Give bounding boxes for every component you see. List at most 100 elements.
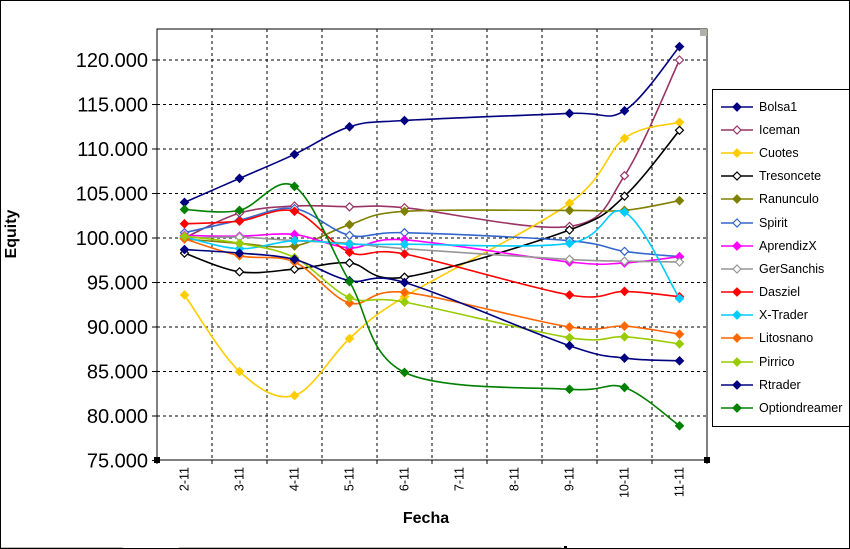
data-point-marker: [234, 366, 245, 377]
data-point-marker: [179, 290, 190, 300]
data-point-marker: [619, 246, 630, 257]
data-point-marker: [619, 353, 630, 363]
series-line-Optiondreamer[interactable]: [184, 183, 680, 427]
legend-label: Cuotes: [759, 145, 799, 160]
data-point-marker: [344, 219, 355, 230]
legend-item-Dasziel[interactable]: Dasziel: [720, 281, 849, 304]
series-line-GerSanchis[interactable]: [184, 236, 680, 263]
data-point-marker: [674, 257, 685, 267]
data-point-marker: [344, 298, 355, 308]
legend-label: Dasziel: [759, 285, 800, 300]
worksheet-cell-edge: [1, 547, 123, 548]
data-point-marker: [564, 225, 575, 235]
data-point-marker: [564, 205, 575, 216]
x-tick-label: 5-11: [343, 467, 357, 491]
y-tick-label: 100.000: [76, 228, 148, 250]
legend-item-Iceman[interactable]: Iceman: [720, 118, 849, 141]
data-point-marker: [619, 191, 630, 202]
legend-label: Bolsa1: [759, 99, 798, 114]
data-point-marker: [564, 238, 575, 249]
legend-item-Bolsa1[interactable]: Bolsa1: [720, 95, 849, 118]
x-tick-label: 7-11: [453, 467, 467, 491]
legend-item-Spirit[interactable]: Spirit: [720, 211, 849, 234]
data-point-marker: [564, 254, 575, 265]
legend[interactable]: Bolsa1 Iceman Cuotes Tresoncete Ranunculo Spi…: [712, 89, 849, 427]
legend-label: Ranunculo: [759, 192, 819, 207]
legend-marker-icon: [721, 310, 753, 321]
data-point-marker: [399, 239, 410, 250]
legend-item-Cuotes[interactable]: Cuotes: [720, 141, 849, 164]
data-point-marker: [289, 254, 300, 265]
data-point-marker: [674, 329, 685, 339]
legend-item-Litosnano[interactable]: Litosnano: [720, 327, 849, 350]
series-Tresoncete[interactable]: [179, 125, 685, 283]
y-axis-title: Equity: [3, 209, 20, 259]
x-tick-label: 10-11: [618, 467, 632, 498]
y-tick-label: 90.000: [87, 317, 148, 339]
worksheet-gridline-tick: [564, 546, 567, 548]
data-point-marker: [619, 133, 630, 144]
legend-label: Litosnano: [759, 331, 814, 346]
series-line-Spirit[interactable]: [184, 207, 680, 258]
series-line-Dasziel[interactable]: [184, 209, 680, 298]
series-Dasziel[interactable]: [179, 206, 685, 302]
legend-label: Optiondreamer: [759, 401, 843, 416]
series-line-Rtrader[interactable]: [184, 248, 680, 362]
y-tick-label: 95.000: [87, 273, 148, 295]
legend-marker-icon: [721, 333, 753, 344]
data-point-marker: [289, 181, 300, 192]
data-point-marker: [619, 256, 630, 266]
data-point-marker: [399, 115, 410, 126]
data-point-marker: [674, 339, 685, 349]
legend-marker-icon: [721, 194, 753, 205]
data-point-marker: [399, 249, 410, 259]
data-point-marker: [289, 235, 300, 246]
data-point-marker: [399, 297, 410, 307]
legend-item-X-Trader[interactable]: X-Trader: [720, 304, 849, 327]
legend-item-AprendizX[interactable]: AprendizX: [720, 234, 849, 257]
series-Optiondreamer[interactable]: [179, 181, 685, 431]
data-point-marker: [179, 204, 190, 215]
y-tick-labels: 75.000 80.000 85.000 90.000 95.000 100.000 105…: [76, 50, 148, 473]
data-point-marker: [344, 333, 355, 344]
x-tick-label: 2-11: [178, 467, 192, 491]
worksheet-cell-edge: [179, 547, 562, 548]
x-tick-label: 6-11: [398, 467, 412, 491]
data-point-marker: [344, 121, 355, 132]
legend-marker-icon: [721, 356, 753, 367]
data-point-marker: [399, 287, 410, 298]
series-line-Pirrico[interactable]: [184, 235, 680, 345]
legend-item-Pirrico[interactable]: Pirrico: [720, 350, 849, 373]
x-tick-labels: 2-11 3-11 4-11 5-11 6-11 7-11 8-11 9-11 10-11 11-…: [178, 467, 687, 498]
series-line-AprendizX[interactable]: [184, 233, 680, 266]
data-point-marker: [289, 149, 300, 160]
legend-marker-icon: [721, 101, 753, 112]
data-point-marker: [289, 206, 300, 217]
data-point-marker: [399, 206, 410, 217]
legend-item-Rtrader[interactable]: Rtrader: [720, 373, 849, 396]
plot-handle-bottom-right[interactable]: [704, 457, 710, 463]
legend-label: Iceman: [759, 122, 800, 137]
x-tick-label: 4-11: [288, 467, 302, 491]
legend-marker-icon: [721, 379, 753, 390]
plot-handle-top-right[interactable]: [700, 29, 707, 36]
y-tick-label: 115.000: [77, 95, 148, 117]
y-tick-label: 75.000: [87, 451, 148, 473]
series-Bolsa1[interactable]: [179, 41, 685, 208]
series-line-Cuotes[interactable]: [183, 121, 680, 398]
data-point-marker: [344, 239, 355, 250]
data-point-marker: [344, 247, 355, 258]
data-point-marker: [564, 322, 575, 332]
data-point-marker: [344, 276, 355, 287]
data-point-marker: [674, 125, 685, 136]
legend-label: AprendizX: [759, 238, 817, 253]
legend-item-Optiondreamer[interactable]: Optiondreamer: [720, 396, 849, 419]
legend-item-Ranunculo[interactable]: Ranunculo: [720, 188, 849, 211]
x-tick-label: 3-11: [233, 467, 247, 491]
plot-handle-bottom-left[interactable]: [154, 457, 160, 463]
legend-item-Tresoncete[interactable]: Tresoncete: [720, 165, 849, 188]
legend-item-GerSanchis[interactable]: GerSanchis: [720, 257, 849, 280]
series-line-Litosnano[interactable]: [184, 238, 680, 335]
